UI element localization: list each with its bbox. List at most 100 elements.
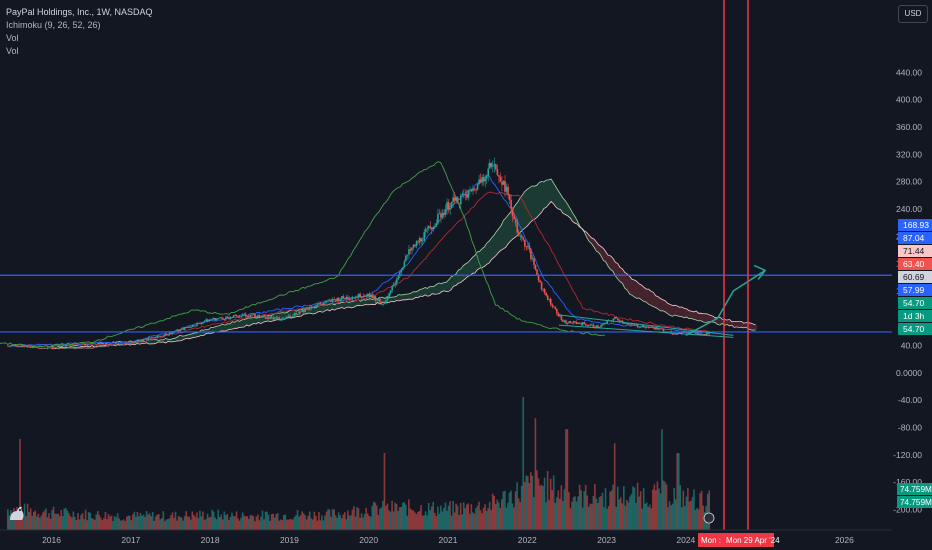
candle-body (568, 321, 570, 324)
volume-bar (661, 429, 663, 530)
volume-bar (694, 509, 697, 530)
candle-body (26, 345, 29, 348)
volume-bar (193, 514, 195, 530)
volume-bar (336, 517, 338, 530)
candle-body (252, 313, 255, 315)
candle-body (574, 321, 576, 323)
candle-body (427, 226, 430, 229)
candle-body (655, 327, 657, 330)
candle-body (426, 228, 429, 230)
candle-body (636, 324, 639, 327)
volume-bar (519, 502, 521, 530)
volume-bar (528, 482, 531, 530)
candle-body (569, 321, 572, 323)
candle-body (613, 317, 616, 319)
volume-bar (594, 484, 596, 530)
price-label-badge (898, 219, 932, 231)
volume-bar (182, 520, 184, 530)
candle-body (572, 321, 575, 324)
candle-body (505, 186, 508, 192)
volume-bar (26, 503, 29, 530)
volume-bar (315, 515, 317, 530)
candle-body (595, 325, 598, 328)
candle-body (562, 319, 564, 322)
candle-body (208, 319, 211, 322)
wedge-trendline-1 (558, 314, 734, 336)
candle-body (316, 304, 319, 306)
candle-body (708, 333, 711, 335)
volume-bar (212, 511, 215, 530)
volume-bar (179, 516, 181, 530)
volume-bar (391, 500, 393, 530)
volume-bar (344, 512, 346, 530)
volume-bar (630, 493, 633, 530)
volume-bar (325, 511, 328, 530)
volume-bar (284, 514, 287, 530)
volume-bar (176, 520, 178, 530)
volume-bar (80, 514, 82, 530)
symbol-title[interactable]: PayPal Holdings, Inc., 1W, NASDAQ (6, 7, 153, 17)
volume-bar (406, 515, 409, 530)
candle-body (200, 323, 203, 325)
candle-body (299, 311, 302, 313)
time-tick-label: 2023 (597, 535, 616, 545)
volume-bar (638, 496, 640, 530)
volume-bar (494, 503, 497, 530)
candle-body (113, 344, 116, 346)
candle-body (30, 346, 32, 348)
volume-bar (43, 510, 46, 530)
price-label-badge (898, 323, 932, 335)
volume-label-1[interactable]: Vol (6, 33, 19, 43)
candle-body (659, 328, 662, 330)
candle-body (184, 327, 186, 330)
price-tick-label: 280.00 (896, 177, 922, 187)
volume-bar (279, 519, 282, 530)
candle-body (705, 333, 708, 335)
volume-bar (263, 519, 265, 530)
candle-body (348, 298, 351, 300)
volume-bar (697, 509, 700, 530)
volume-bar (246, 516, 249, 530)
volume-bar (366, 513, 369, 530)
candle-body (463, 193, 465, 195)
volume-bar (258, 520, 261, 530)
volume-bar (473, 513, 476, 530)
time-tick-label: 2026 (835, 535, 854, 545)
volume-bar (252, 516, 255, 530)
candle-body (496, 169, 499, 176)
volume-bar (324, 515, 326, 530)
volume-bar (112, 521, 114, 530)
candle-body (575, 321, 578, 324)
price-tick-label: 360.00 (896, 122, 922, 132)
currency-button[interactable]: USD (898, 5, 928, 23)
candle-body (403, 261, 406, 268)
ichimoku-label[interactable]: Ichimoku (9, 26, 52, 26) (6, 20, 101, 30)
volume-bar (545, 502, 547, 530)
volume-bar (290, 519, 293, 530)
volume-bar (106, 519, 108, 530)
volume-bar (247, 518, 250, 530)
candle-body (7, 345, 9, 347)
volume-bar (164, 521, 166, 530)
volume-bar (648, 504, 651, 530)
volume-bar (313, 511, 316, 530)
candle-body (71, 347, 73, 349)
candle-body (74, 348, 76, 350)
candle-body (158, 336, 160, 337)
candle-body (656, 327, 659, 330)
candle-body (84, 347, 87, 349)
tradingview-logo-icon[interactable] (6, 502, 28, 524)
volume-bar (60, 510, 62, 530)
price-label-badge (898, 258, 932, 270)
candle-body (244, 313, 247, 317)
volume-bar (424, 511, 427, 530)
volume-bar (42, 512, 44, 530)
candle-body (289, 315, 291, 318)
volume-label-2[interactable]: Vol (6, 46, 19, 56)
candle-body (662, 329, 665, 332)
volume-bar (217, 509, 220, 530)
volume-bar (443, 507, 445, 530)
candle-body (115, 344, 117, 346)
volume-bar (116, 513, 119, 530)
